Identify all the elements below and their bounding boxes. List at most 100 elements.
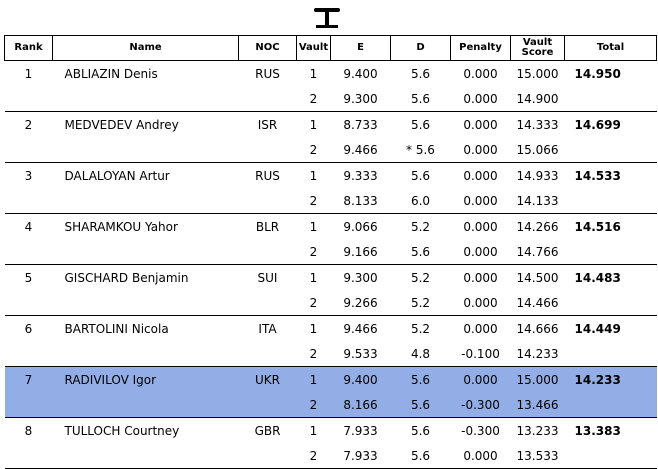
rank-cell: 7 (4, 366, 53, 392)
vault-number-cell: 2 (296, 188, 331, 214)
e-score-cell: 9.466 (330, 137, 391, 163)
name-cell: SHARAMKOU Yahor (64, 219, 178, 234)
e-score-cell: 9.300 (343, 270, 378, 285)
d-score-cell: 5.6 (390, 86, 451, 112)
vault-apparatus-icon (314, 8, 340, 28)
header-penalty: Penalty (450, 35, 511, 61)
vault-number-cell: 1 (309, 321, 318, 336)
total-cell (564, 86, 657, 112)
e-score-cell: 9.466 (343, 321, 378, 336)
name-cell: TULLOCH Courtney (64, 423, 180, 438)
table-row: 7 RADIVILOV Igor UKR 1 9.400 5.6 0.000 15.000 14… (4, 366, 657, 392)
rank-cell (4, 137, 53, 163)
vault-score-cell: 14.666 (516, 321, 559, 336)
header-vault-score-line2: Score (521, 47, 554, 58)
table-row: 2 9.166 5.6 0.000 14.766 (4, 239, 657, 265)
noc-cell (238, 137, 297, 163)
table-row: 3 DALALOYAN Artur RUS 1 9.333 5.6 0.000 14.933 1… (5, 163, 657, 189)
penalty-cell: 0.000 (450, 290, 511, 316)
name-cell (52, 188, 239, 214)
total-cell: 14.699 (574, 117, 621, 132)
name-cell (52, 239, 239, 265)
total-cell (564, 188, 657, 214)
vault-score-cell: 14.933 (516, 168, 559, 183)
noc-cell (238, 86, 297, 112)
d-score-cell: 4.8 (390, 341, 451, 367)
e-score-cell: 8.733 (343, 117, 378, 132)
total-cell (564, 443, 657, 469)
results-table: Rank Name NOC Vault E D Penalty Vault Sc… (4, 35, 657, 469)
penalty-cell: -0.300 (461, 423, 500, 438)
total-cell: 14.233 (564, 366, 657, 392)
total-cell: 14.533 (574, 168, 621, 183)
d-score-cell: 5.2 (410, 219, 431, 234)
vault-number-cell: 2 (296, 341, 331, 367)
total-cell (564, 341, 657, 367)
name-cell: ABLIAZIN Denis (64, 66, 158, 81)
e-score-cell: 8.166 (330, 392, 391, 418)
d-score-cell: 5.6 (390, 366, 451, 392)
header-noc: NOC (238, 35, 297, 61)
noc-cell: GBR (254, 423, 281, 438)
name-cell (52, 86, 239, 112)
e-score-cell: 9.300 (330, 86, 391, 112)
total-cell (564, 137, 657, 163)
vault-score-cell: 13.233 (516, 423, 559, 438)
vault-score-cell: 14.900 (510, 86, 565, 112)
d-score-cell: 5.2 (410, 321, 431, 336)
total-cell: 13.383 (574, 423, 621, 438)
penalty-cell: 0.000 (463, 117, 498, 132)
name-cell: DALALOYAN Artur (64, 168, 170, 183)
rank-cell (4, 290, 53, 316)
d-score-cell: 6.0 (390, 188, 451, 214)
d-score-cell: * 5.6 (390, 137, 451, 163)
rank-cell (4, 239, 53, 265)
d-score-cell: 5.2 (390, 290, 451, 316)
vault-score-cell: 14.766 (510, 239, 565, 265)
penalty-cell: 0.000 (450, 366, 511, 392)
noc-cell (238, 341, 297, 367)
total-cell (564, 239, 657, 265)
name-cell (52, 137, 239, 163)
header-name: Name (52, 35, 239, 61)
vault-number-cell: 2 (296, 137, 331, 163)
total-cell (564, 290, 657, 316)
vault-number-cell: 2 (296, 392, 331, 418)
table-row: 2 9.533 4.8 -0.100 14.233 (4, 341, 657, 367)
penalty-cell: 0.000 (450, 86, 511, 112)
d-score-cell: 5.6 (410, 117, 431, 132)
header-d: D (390, 35, 451, 61)
noc-cell: BLR (255, 219, 280, 234)
d-score-cell: 5.6 (410, 423, 431, 438)
vault-number-cell: 1 (309, 168, 318, 183)
table-row: 5 GISCHARD Benjamin SUI 1 9.300 5.2 0.000 14.50… (5, 265, 657, 291)
vault-score-cell: 15.000 (516, 66, 559, 81)
header-vault: Vault (296, 35, 331, 61)
header-rank: Rank (4, 35, 53, 61)
noc-cell (238, 443, 297, 469)
name-cell: GISCHARD Benjamin (64, 270, 189, 285)
noc-cell: ISR (257, 117, 278, 132)
penalty-cell: 0.000 (463, 270, 498, 285)
rank-cell: 8 (24, 423, 33, 438)
name-cell (52, 341, 239, 367)
rank-cell: 3 (24, 168, 33, 183)
vault-number-cell: 2 (296, 443, 331, 469)
rank-cell: 2 (24, 117, 33, 132)
name-cell: RADIVILOV Igor (52, 366, 239, 392)
vault-number-cell: 1 (309, 117, 318, 132)
penalty-cell: 0.000 (450, 443, 511, 469)
header-total: Total (564, 35, 657, 61)
penalty-cell: -0.100 (450, 341, 511, 367)
penalty-cell: 0.000 (463, 168, 498, 183)
name-cell: BARTOLINI Nicola (64, 321, 169, 336)
d-score-cell: 5.2 (410, 270, 431, 285)
d-score-cell: 5.6 (390, 443, 451, 469)
table-row: 2 8.133 6.0 0.000 14.133 (4, 188, 657, 214)
name-cell: MEDVEDEV Andrey (64, 117, 179, 132)
table-row: 2 9.466 * 5.6 0.000 15.066 (4, 137, 657, 163)
d-score-cell: 5.6 (410, 66, 431, 81)
vault-score-cell: 13.533 (510, 443, 565, 469)
vault-score-cell: 13.466 (510, 392, 565, 418)
vault-number-cell: 2 (296, 239, 331, 265)
